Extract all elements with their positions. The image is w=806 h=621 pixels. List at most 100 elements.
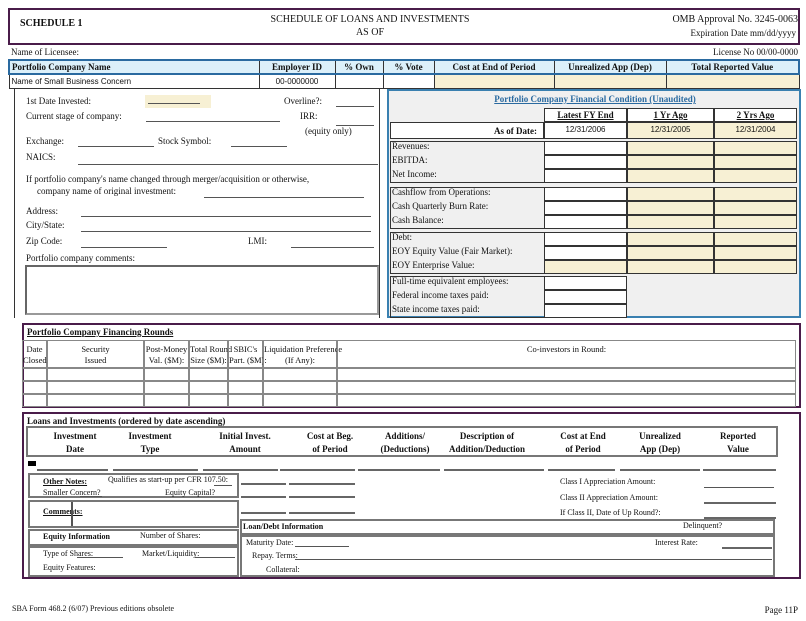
description-field[interactable]: [289, 512, 355, 514]
additions-field[interactable]: [241, 512, 286, 514]
financial-value-cell[interactable]: [544, 290, 627, 304]
original-name-field[interactable]: [204, 197, 364, 198]
financial-value-cell[interactable]: [544, 232, 627, 246]
unrealized-cell[interactable]: [553, 73, 667, 89]
first-date-field[interactable]: [145, 95, 211, 108]
irr-field[interactable]: [336, 125, 374, 126]
financial-value-cell[interactable]: [714, 232, 797, 246]
rounds-cell[interactable]: [22, 394, 47, 407]
loan-comments-field[interactable]: [71, 502, 237, 526]
market-field[interactable]: [195, 557, 235, 558]
description-field[interactable]: [289, 483, 355, 485]
financial-value-cell[interactable]: [627, 187, 714, 201]
rounds-cell[interactable]: [263, 368, 337, 381]
loan-entry-field[interactable]: [37, 469, 108, 471]
financial-value-cell[interactable]: [714, 260, 797, 274]
rounds-cell[interactable]: [228, 394, 263, 407]
financial-value-cell[interactable]: [714, 155, 797, 169]
city-field[interactable]: [81, 231, 371, 232]
financial-value-cell[interactable]: [544, 276, 627, 290]
rounds-cell[interactable]: [144, 394, 189, 407]
zip-field[interactable]: [81, 247, 167, 248]
rounds-cell[interactable]: [337, 394, 796, 407]
rounds-cell[interactable]: [47, 394, 144, 407]
description-field[interactable]: [289, 496, 355, 498]
financial-value-cell[interactable]: [714, 246, 797, 260]
financial-value-cell[interactable]: [544, 260, 627, 274]
financial-value-cell[interactable]: [627, 201, 714, 215]
financial-value-cell[interactable]: [714, 141, 797, 155]
financial-value-cell[interactable]: [544, 304, 627, 318]
financial-value-cell[interactable]: [627, 169, 714, 183]
financial-value-cell[interactable]: [544, 141, 627, 155]
symbol-field[interactable]: [231, 146, 287, 147]
financial-value-cell[interactable]: [627, 260, 714, 274]
financial-value-cell[interactable]: [714, 187, 797, 201]
lmi-field[interactable]: [291, 247, 374, 248]
rounds-cell[interactable]: [22, 381, 47, 394]
financial-value-cell[interactable]: [544, 155, 627, 169]
maturity-field[interactable]: [295, 546, 349, 547]
rounds-cell[interactable]: [47, 368, 144, 381]
financial-value-cell[interactable]: [544, 169, 627, 183]
rounds-cell[interactable]: [144, 381, 189, 394]
class2-field[interactable]: [704, 502, 776, 504]
additions-field[interactable]: [241, 483, 286, 485]
rounds-cell[interactable]: [337, 368, 796, 381]
financial-value-cell[interactable]: [714, 215, 797, 229]
financial-value-cell[interactable]: [627, 155, 714, 169]
class1-field[interactable]: [704, 487, 774, 488]
address-field[interactable]: [81, 216, 371, 217]
stage-field[interactable]: [146, 121, 280, 122]
loan-entry-field[interactable]: [620, 469, 700, 471]
own-cell[interactable]: [334, 73, 384, 89]
rounds-cell[interactable]: [263, 394, 337, 407]
naics-field[interactable]: [78, 164, 378, 165]
loan-entry-field[interactable]: [203, 469, 278, 471]
financial-value-cell[interactable]: [714, 169, 797, 183]
vote-cell[interactable]: [382, 73, 435, 89]
loan-entry-field[interactable]: [113, 469, 198, 471]
employer-id-cell[interactable]: 00-0000000: [258, 73, 336, 89]
financial-value-cell[interactable]: [627, 215, 714, 229]
exchange-field[interactable]: [78, 146, 154, 147]
rounds-cell[interactable]: [22, 368, 47, 381]
as-of-date-value[interactable]: 12/31/2005: [627, 122, 714, 139]
loan-entry-field[interactable]: [548, 469, 615, 471]
rounds-cell[interactable]: [189, 368, 228, 381]
loan-entry-field[interactable]: [703, 469, 776, 471]
financial-value-cell[interactable]: [544, 201, 627, 215]
type-shares-field[interactable]: [77, 557, 123, 558]
financial-value-cell[interactable]: [544, 187, 627, 201]
rounds-cell[interactable]: [144, 368, 189, 381]
financial-value-cell[interactable]: [544, 215, 627, 229]
interest-field[interactable]: [722, 547, 772, 549]
additions-field[interactable]: [241, 496, 286, 498]
company-comments-box[interactable]: [25, 265, 379, 315]
rounds-cell[interactable]: [189, 381, 228, 394]
loan-entry-field[interactable]: [358, 469, 440, 471]
financial-value-cell[interactable]: [714, 201, 797, 215]
financial-value-cell[interactable]: [627, 246, 714, 260]
financial-value-cell[interactable]: [544, 246, 627, 260]
rounds-cell[interactable]: [47, 381, 144, 394]
rounds-cell[interactable]: [228, 381, 263, 394]
rounds-cell[interactable]: [189, 394, 228, 407]
loan-entry-field[interactable]: [280, 469, 355, 471]
repay-field[interactable]: [295, 559, 772, 560]
as-of-date-value[interactable]: 12/31/2006: [544, 122, 627, 139]
smaller-concern-field[interactable]: [80, 496, 102, 497]
company-name-cell[interactable]: Name of Small Business Concern: [8, 73, 260, 89]
cost-cell[interactable]: [433, 73, 555, 89]
loan-entry-field[interactable]: [444, 469, 544, 471]
as-of-date-value[interactable]: 12/31/2004: [714, 122, 797, 139]
startup-field[interactable]: [214, 485, 232, 486]
financial-value-cell[interactable]: [627, 141, 714, 155]
rounds-cell[interactable]: [337, 381, 796, 394]
class2-date-field[interactable]: [704, 517, 776, 519]
overline-field[interactable]: [336, 106, 374, 107]
rounds-cell[interactable]: [228, 368, 263, 381]
financial-value-cell[interactable]: [627, 232, 714, 246]
rounds-cell[interactable]: [263, 381, 337, 394]
total-cell[interactable]: [665, 73, 800, 89]
